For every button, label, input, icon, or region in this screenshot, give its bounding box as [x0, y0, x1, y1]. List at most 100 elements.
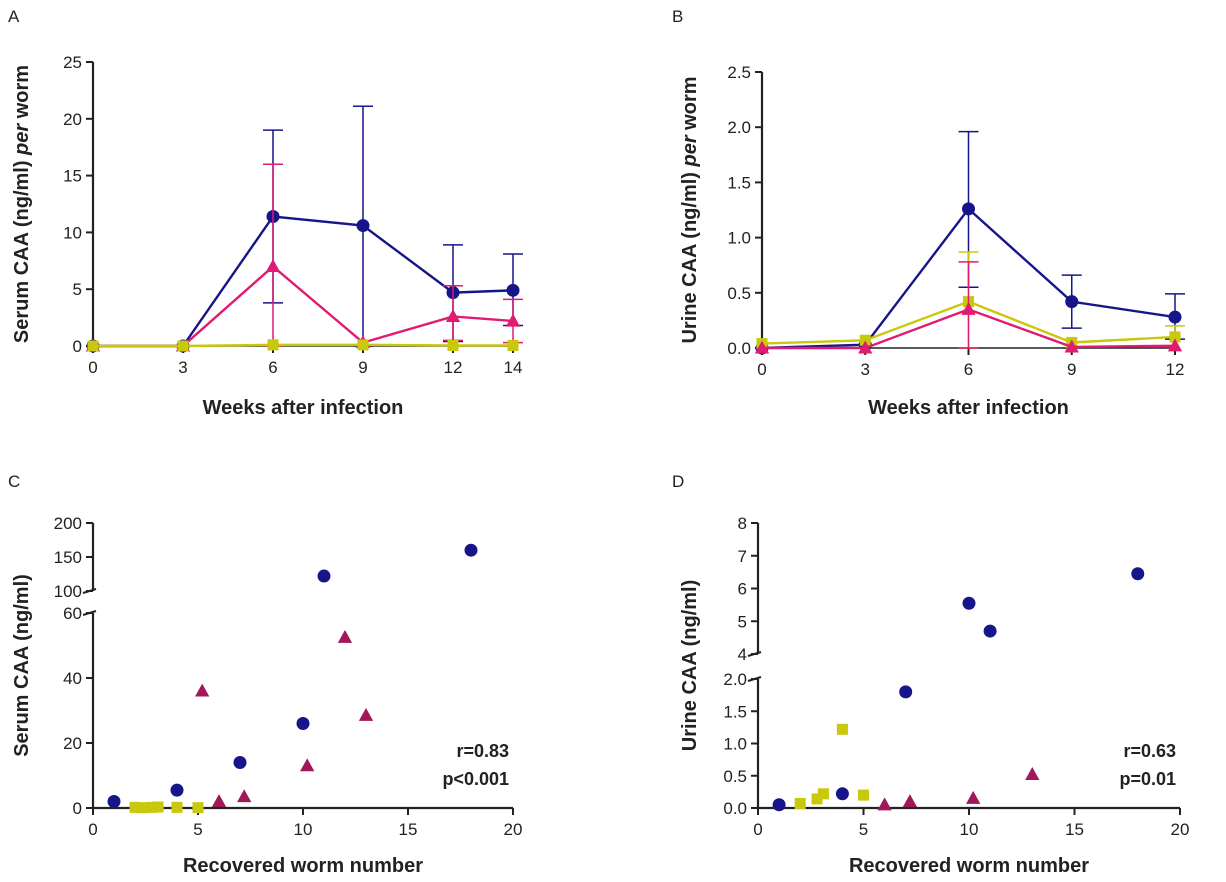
series-yellow [129, 801, 204, 814]
panel-label: A [8, 7, 20, 26]
x-tick-label: 10 [960, 820, 979, 839]
data-point [135, 802, 147, 814]
data-point [794, 797, 806, 810]
x-tick-label: 6 [964, 360, 973, 379]
x-tick-label: 0 [757, 360, 766, 379]
data-point [233, 756, 247, 769]
data-point [265, 259, 281, 273]
data-point [300, 758, 315, 772]
x-tick-label: 5 [859, 820, 868, 839]
x-tick-label: 9 [358, 358, 367, 377]
data-point [296, 717, 310, 730]
y-tick-label: 2.5 [727, 63, 751, 82]
data-point [464, 543, 478, 557]
x-axis-title: Weeks after infection [203, 397, 404, 419]
y-tick-label: 0 [73, 337, 82, 356]
y-tick-label: 5 [73, 280, 82, 299]
data-point [337, 629, 353, 643]
stat-p: p=0.01 [1119, 769, 1176, 789]
data-point [129, 801, 141, 813]
data-point [192, 802, 204, 814]
stat-r: r=0.83 [456, 741, 509, 761]
x-tick-label: 0 [753, 820, 762, 839]
data-point [857, 789, 870, 801]
data-point [754, 340, 770, 354]
data-point [1131, 567, 1145, 581]
data-point [506, 283, 520, 297]
y-tick-label: 0.5 [723, 767, 747, 786]
y-tick-label: 1.5 [723, 702, 747, 721]
data-point [445, 309, 461, 323]
data-point [772, 798, 786, 812]
y-tick-label: 40 [63, 669, 82, 688]
y-axis-title: Urine CAA (ng/ml) per worm [679, 76, 701, 343]
y-tick-label: 0.0 [723, 799, 747, 818]
y-tick-label: 1.0 [723, 735, 747, 754]
data-point [983, 624, 997, 638]
x-tick-label: 6 [268, 358, 277, 377]
data-point [817, 788, 829, 800]
x-tick-label: 0 [88, 820, 97, 839]
series-blue [772, 567, 1145, 812]
y-tick-label: 60 [63, 604, 82, 623]
data-point [211, 794, 227, 808]
data-point [836, 723, 848, 735]
data-point [170, 783, 184, 797]
panel-label: B [672, 7, 683, 26]
series-blue [86, 105, 523, 353]
stat-p: p<0.001 [442, 769, 509, 789]
y-tick-label: 2.0 [727, 118, 751, 137]
y-tick-label: 200 [54, 514, 82, 533]
series-maroon [195, 629, 374, 808]
x-tick-label: 10 [294, 820, 313, 839]
y-tick-label: 2.0 [723, 670, 747, 689]
y-axis-title: Serum CAA (ng/ml) [11, 574, 33, 757]
y-tick-label: 0.0 [727, 339, 751, 358]
x-tick-label: 15 [399, 820, 418, 839]
panel-label: D [672, 472, 684, 491]
y-tick-label: 10 [63, 223, 82, 242]
data-point [966, 790, 981, 804]
x-tick-label: 0 [88, 358, 97, 377]
y-tick-label: 20 [63, 110, 82, 129]
series-pink [754, 261, 1183, 354]
x-tick-label: 15 [1065, 820, 1084, 839]
panel-label: C [8, 472, 20, 491]
y-tick-label: 7 [738, 547, 747, 566]
panel-a: A 0 5 10 15 20 25 0 3 6 9 12 14 Weeks after infection… [8, 7, 523, 419]
data-point [962, 202, 975, 216]
y-tick-label: 150 [54, 548, 82, 567]
x-tick-label: 9 [1067, 360, 1076, 379]
y-tick-label: 25 [63, 53, 82, 72]
data-point [87, 340, 99, 352]
y-axis-title: Urine CAA (ng/ml) [679, 580, 701, 751]
data-point [358, 707, 374, 721]
panel-c: C 100 150 200 0 20 40 60 0 5 10 15 20 Recovered worm … [8, 472, 522, 877]
series-yellow [87, 339, 519, 352]
data-point [1025, 767, 1040, 781]
data-point [317, 569, 331, 583]
data-point [195, 683, 210, 697]
x-axis-title: Recovered worm number [849, 855, 1089, 877]
series-yellow [756, 251, 1185, 350]
data-point [877, 797, 892, 811]
panel-d: D 4 5 6 7 8 0.0 0.5 1.0 1.5 2.0 0 5 10 15 20 Recovered w… [672, 472, 1189, 877]
x-tick-label: 20 [1171, 820, 1190, 839]
y-tick-label: 100 [54, 582, 82, 601]
panel-b: B 0.0 0.5 1.0 1.5 2.0 2.5 0 3 6 9 12 Weeks after inf… [672, 7, 1185, 419]
data-point [357, 339, 369, 351]
y-tick-label: 8 [738, 514, 747, 533]
series-blue [107, 543, 478, 808]
x-tick-label: 3 [178, 358, 187, 377]
x-axis-title: Recovered worm number [183, 855, 423, 877]
data-point [811, 793, 823, 805]
data-point [962, 596, 976, 610]
y-tick-label: 1.0 [727, 229, 751, 248]
series-maroon [877, 767, 1040, 811]
y-tick-label: 6 [738, 580, 747, 599]
data-point [1169, 331, 1181, 343]
x-axis-title: Weeks after infection [868, 397, 1069, 419]
data-point [961, 301, 976, 315]
y-tick-label: 20 [63, 734, 82, 753]
x-tick-label: 3 [861, 360, 870, 379]
